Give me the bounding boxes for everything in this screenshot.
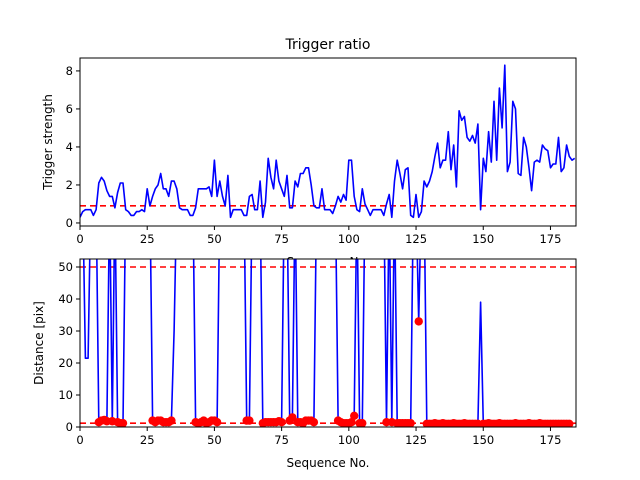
x-tick-label: 75 <box>274 433 289 447</box>
x-tick-label: 150 <box>472 433 494 447</box>
x-tick-label: 0 <box>76 232 83 246</box>
y-tick-label: 30 <box>58 324 73 338</box>
y-tick-label: 10 <box>58 388 73 402</box>
y-tick-label: 50 <box>58 260 73 274</box>
x-tick-label: 100 <box>338 232 360 246</box>
x-tick-label: 25 <box>140 232 155 246</box>
x-tick-label: 75 <box>274 232 289 246</box>
y-tick-label: 8 <box>66 64 73 78</box>
data-point-marker <box>406 418 415 427</box>
series-line <box>80 64 576 219</box>
top-y-axis-label: Trigger strength <box>41 94 55 191</box>
data-point-marker <box>245 416 254 425</box>
x-tick-label: 50 <box>207 433 222 447</box>
data-point-marker <box>414 317 423 326</box>
data-point-marker <box>309 418 319 427</box>
top-chart-title: Trigger ratio <box>284 37 370 53</box>
data-point-marker <box>565 419 574 427</box>
bottom-y-axis-label: Distance [pix] <box>32 301 46 385</box>
data-point-marker <box>212 418 222 427</box>
trigger-ratio-axes: 0 25 50 75 100 125 150 175 0 2 4 6 8 <box>66 57 577 246</box>
bottom-x-axis-label: Sequence No. <box>287 456 370 470</box>
x-tick-label: 125 <box>405 232 427 246</box>
x-tick-label: 100 <box>338 433 360 447</box>
y-tick-label: 0 <box>66 420 73 434</box>
plot-area <box>80 259 576 427</box>
x-tick-label: 175 <box>539 433 561 447</box>
y-tick-label: 2 <box>66 178 73 192</box>
x-tick-label: 125 <box>405 433 427 447</box>
y-tick-label: 40 <box>58 292 73 306</box>
axes-frame <box>79 57 577 227</box>
data-point-marker <box>347 418 356 427</box>
data-point-marker <box>288 413 297 422</box>
distance-axes: 0 25 50 75 100 125 150 175 0 10 20 30 40 50 <box>58 258 577 447</box>
y-tick-label: 0 <box>66 216 73 230</box>
x-tick-label: 25 <box>140 433 155 447</box>
y-tick-label: 6 <box>66 102 73 116</box>
x-tick-label: 150 <box>472 232 494 246</box>
data-point-marker <box>277 418 286 427</box>
x-tick-label: 50 <box>207 232 222 246</box>
x-tick-label: 0 <box>76 433 83 447</box>
data-point-marker <box>167 416 176 425</box>
data-point-marker <box>358 418 367 427</box>
data-point-marker <box>118 418 128 427</box>
x-tick-label: 175 <box>539 232 561 246</box>
y-tick-label: 20 <box>58 356 73 370</box>
y-tick-label: 4 <box>66 140 73 154</box>
data-point-marker <box>350 411 359 420</box>
axes-frame <box>79 258 577 428</box>
plot-area <box>80 58 576 226</box>
